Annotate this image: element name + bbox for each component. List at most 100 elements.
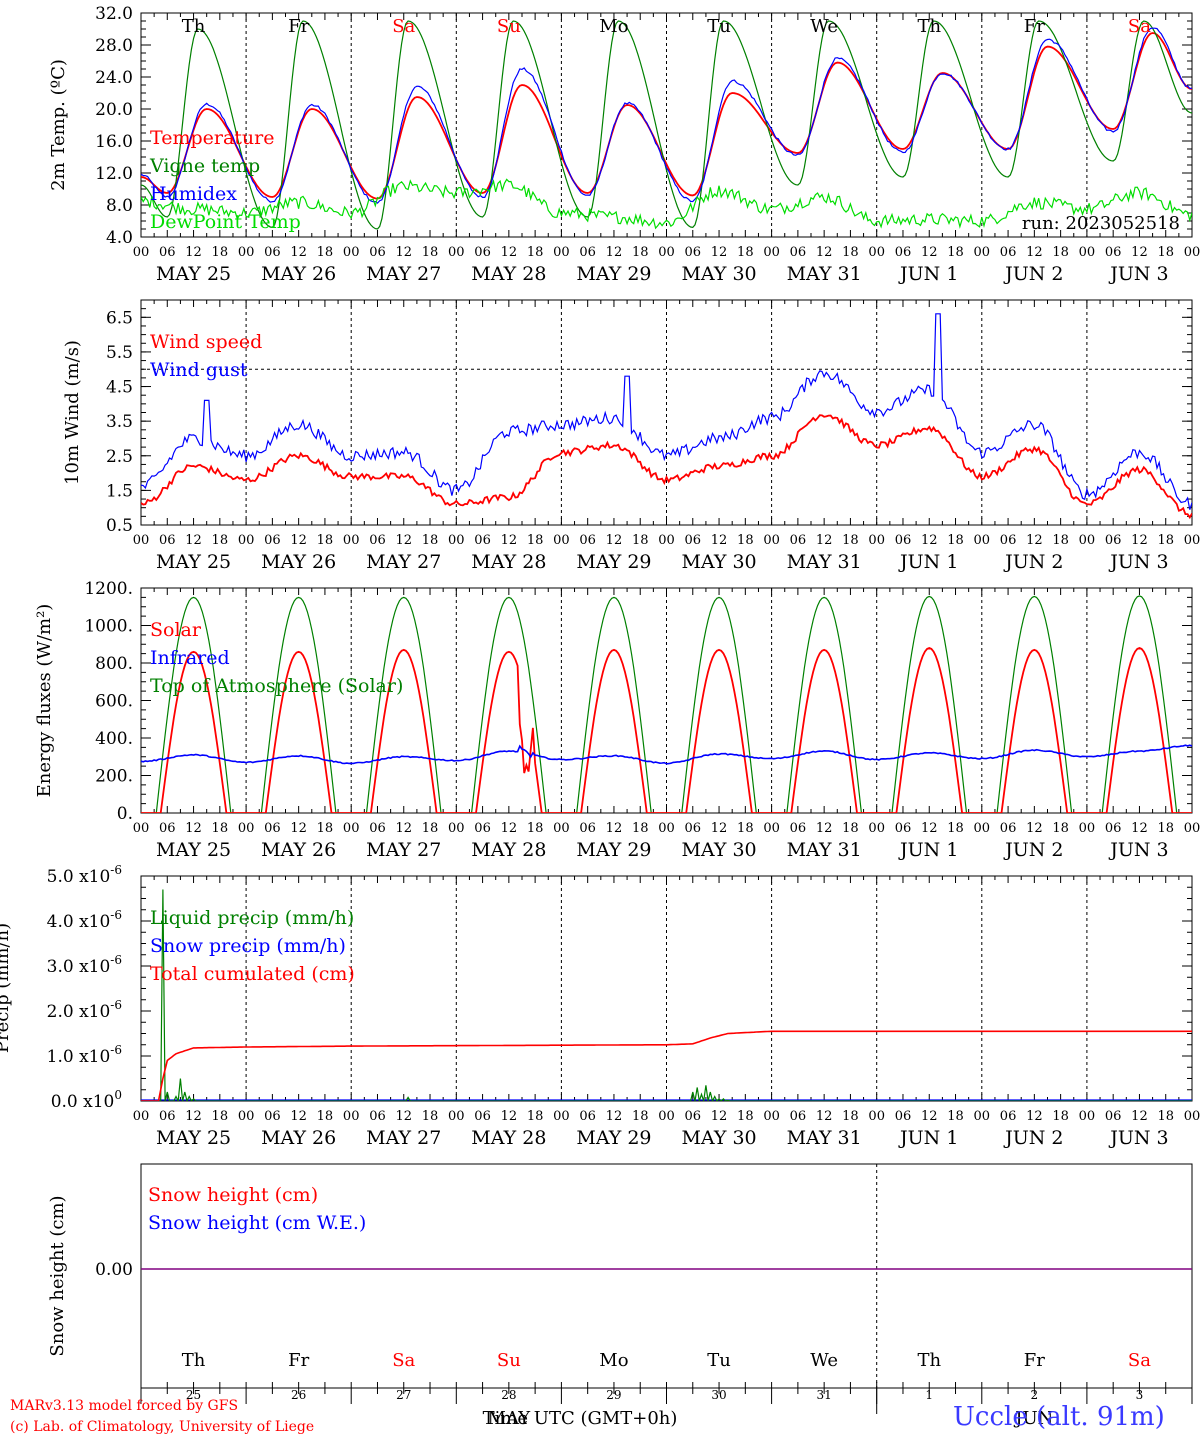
- x-day-number: 31: [817, 1388, 832, 1402]
- y-tick-label: 0.: [117, 804, 133, 824]
- x-hour-label: 12: [1131, 1109, 1148, 1124]
- x-hour-label: 06: [264, 821, 281, 836]
- x-hour-label: 00: [238, 533, 255, 548]
- legend-entry: Wind speed: [150, 331, 262, 353]
- x-date-label: MAY 31: [787, 551, 862, 573]
- x-hour-label: 12: [711, 533, 728, 548]
- x-hour-label: 18: [212, 533, 229, 548]
- x-hour-label: 12: [1131, 245, 1148, 260]
- x-hour-label: 06: [474, 245, 491, 260]
- x-hour-label: 06: [159, 245, 176, 260]
- x-month-label: JUN: [1013, 1408, 1053, 1429]
- x-hour-label: 12: [501, 533, 518, 548]
- x-hour-label: 12: [1026, 533, 1043, 548]
- x-hour-label: 00: [658, 821, 675, 836]
- x-hour-label: 06: [159, 1109, 176, 1124]
- x-hour-label: 12: [921, 1109, 938, 1124]
- x-hour-label: 06: [1000, 1109, 1017, 1124]
- x-hour-label: 00: [343, 245, 360, 260]
- weekday-label: Fr: [1024, 1350, 1045, 1371]
- weekday-label: Sa: [1128, 1350, 1151, 1371]
- series-layer: [141, 313, 1192, 520]
- x-hour-label: 12: [921, 533, 938, 548]
- x-hour-label: 18: [947, 1109, 964, 1124]
- x-date-label: MAY 27: [366, 263, 441, 285]
- x-hour-label: 18: [1157, 533, 1174, 548]
- weekday-label: Th: [182, 1350, 206, 1371]
- x-hour-label: 06: [790, 821, 807, 836]
- legend-entry: Snow height (cm): [148, 1184, 318, 1206]
- x-hour-label: 18: [527, 245, 544, 260]
- y-tick-label: 8.0: [106, 196, 133, 216]
- x-day-number: 27: [396, 1388, 411, 1402]
- x-hour-label: 06: [579, 245, 596, 260]
- x-hour-label: 12: [711, 821, 728, 836]
- x-hour-label: 06: [264, 245, 281, 260]
- weekday-label: Tu: [707, 16, 731, 37]
- x-hour-label: 12: [816, 821, 833, 836]
- y-tick-label: 600.: [95, 692, 133, 712]
- x-date-label: MAY 27: [366, 551, 441, 573]
- x-date-label: MAY 25: [156, 1127, 231, 1149]
- series-line-toa: [141, 595, 1192, 813]
- series-line: [141, 313, 1192, 510]
- x-hour-label: 12: [395, 821, 412, 836]
- x-date-label: MAY 30: [681, 263, 756, 285]
- series-line: [141, 27, 1192, 204]
- x-hour-label: 18: [1052, 533, 1069, 548]
- y-tick-label: 20.0: [95, 100, 133, 120]
- x-day-number: 3: [1136, 1388, 1144, 1402]
- x-hour-label: 12: [501, 821, 518, 836]
- weekday-label: Fr: [1024, 16, 1045, 37]
- x-date-label: MAY 28: [471, 1127, 546, 1149]
- legend-entry: Solar: [150, 619, 202, 641]
- x-hour-label: 00: [343, 821, 360, 836]
- y-tick-label: 1.5: [106, 481, 133, 501]
- x-hour-label: 18: [422, 1109, 439, 1124]
- x-hour-label: 12: [290, 821, 307, 836]
- x-date-label: MAY 29: [576, 263, 651, 285]
- x-hour-label: 12: [1026, 821, 1043, 836]
- station-label: Uccle (alt. 91m): [953, 1402, 1165, 1432]
- x-hour-label: 00: [343, 533, 360, 548]
- x-hour-label: 06: [685, 821, 702, 836]
- x-hour-label: 06: [1000, 245, 1017, 260]
- weekday-label: Th: [917, 1350, 941, 1371]
- x-hour-label: 18: [422, 821, 439, 836]
- series-line: [141, 178, 1192, 230]
- x-hour-label: 12: [606, 1109, 623, 1124]
- y-tick-label: 3.5: [106, 412, 133, 432]
- x-hour-label: 00: [133, 533, 150, 548]
- y-tick-label: 5.0 x10-6: [47, 863, 122, 887]
- x-hour-label: 06: [369, 533, 386, 548]
- series-layer: [141, 20, 1192, 230]
- x-hour-label: 06: [1105, 245, 1122, 260]
- x-date-label: JUN 2: [1003, 263, 1063, 285]
- series-line: [141, 32, 1192, 200]
- weekday-label: Mo: [599, 1350, 628, 1371]
- x-hour-label: 18: [842, 245, 859, 260]
- x-hour-label: 00: [448, 1109, 465, 1124]
- legend-entry: Snow height (cm W.E.): [148, 1212, 366, 1234]
- x-hour-label: 00: [448, 533, 465, 548]
- x-hour-label: 12: [395, 245, 412, 260]
- x-hour-label: 06: [1105, 533, 1122, 548]
- x-hour-label: 06: [264, 1109, 281, 1124]
- y-tick-label: 32.0: [95, 4, 133, 24]
- x-hour-label: 12: [395, 1109, 412, 1124]
- x-hour-label: 00: [1079, 821, 1096, 836]
- x-hour-label: 18: [317, 821, 334, 836]
- x-hour-label: 00: [868, 821, 885, 836]
- x-hour-label: 18: [212, 821, 229, 836]
- x-hour-label: 12: [1026, 245, 1043, 260]
- y-axis-label: 2m Temp. (ºC): [48, 59, 69, 191]
- x-hour-label: 06: [790, 245, 807, 260]
- run-label: run: 2023052518: [1022, 213, 1180, 234]
- x-hour-label: 00: [868, 533, 885, 548]
- x-hour-label: 06: [369, 245, 386, 260]
- x-hour-label: 18: [632, 821, 649, 836]
- weekday-label: We: [810, 16, 838, 37]
- x-hour-label: 12: [185, 1109, 202, 1124]
- legend-entry: DewPoint Temp: [150, 211, 301, 233]
- x-hour-label: 18: [527, 1109, 544, 1124]
